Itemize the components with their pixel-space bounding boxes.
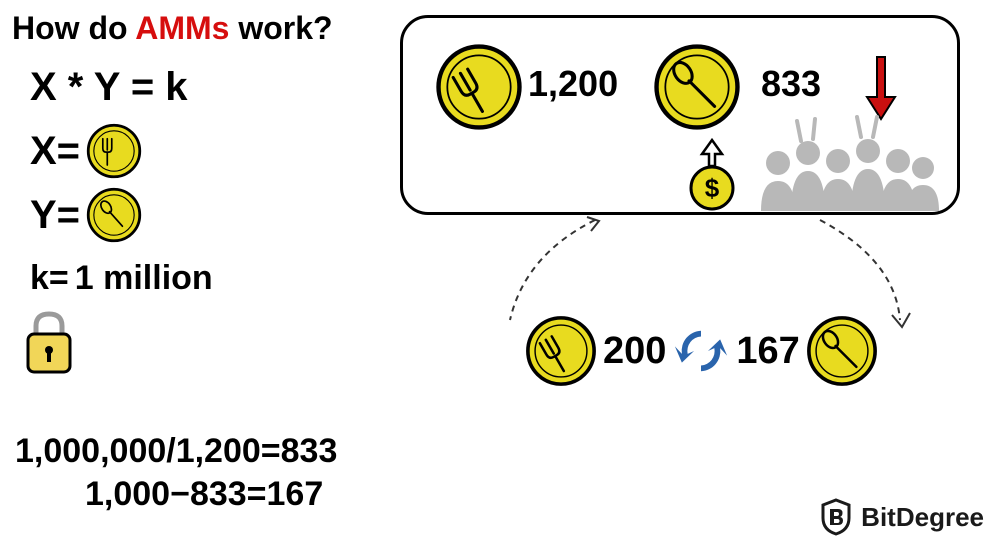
brand-name: BitDegree [861,502,984,533]
swap-row: 200 167 [525,315,878,387]
title-suffix: work? [229,10,332,46]
spoon-quantity: 833 [761,63,821,105]
fork-coin-icon [86,123,142,179]
brand-logo: BitDegree [819,498,984,536]
crowd-icon [753,113,943,213]
y-label: Y= [30,187,80,243]
swap-right-value: 167 [736,330,799,373]
x-row: X= [30,119,213,183]
dollar-coin-icon: $ [688,136,736,214]
calc-line-2: 1,000−833=167 [15,473,337,516]
formula-equation: X * Y = k [30,55,213,119]
equation-text: X * Y = k [30,59,188,115]
calculation-block: 1,000,000/1,200=833 1,000−833=167 [15,430,337,515]
title-prefix: How do [12,10,135,46]
k-value: 1 million [75,255,213,303]
spoon-coin-icon [86,187,142,243]
spoon-coin-icon [806,315,878,387]
fork-quantity: 1,200 [528,63,618,105]
spoon-coin-icon [653,43,741,131]
k-row: k= 1 million [30,247,213,311]
bitdegree-shield-icon [819,498,853,536]
swap-left-value: 200 [603,330,666,373]
page-title: How do AMMs work? [12,10,333,47]
x-label: X= [30,123,80,179]
formula-block: X * Y = k X= Y= k= 1 million [30,55,213,311]
k-label: k= [30,255,69,303]
liquidity-pool-box: 1,200 833 $ [400,15,960,215]
fork-coin-icon [435,43,523,131]
title-highlight: AMMs [135,10,229,46]
calc-line-1: 1,000,000/1,200=833 [15,430,337,473]
svg-text:$: $ [705,173,720,203]
lock-icon [22,310,76,376]
y-row: Y= [30,183,213,247]
swap-icon [672,322,730,380]
fork-coin-icon [525,315,597,387]
